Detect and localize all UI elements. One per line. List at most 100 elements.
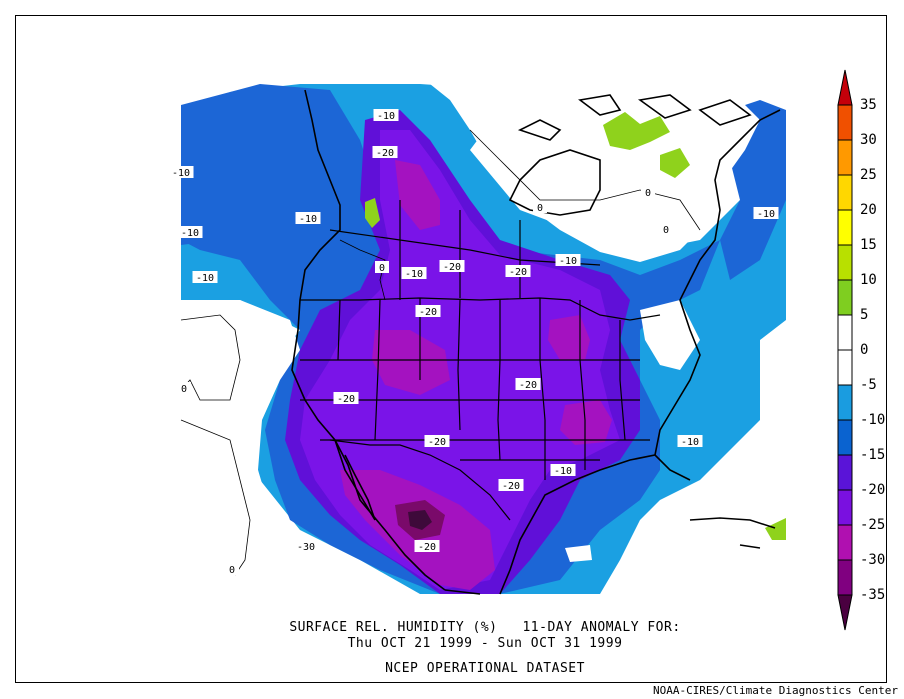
shade-minus25-southeast: [560, 400, 612, 445]
colorbar-box: [837, 279, 853, 316]
political-borders: [300, 200, 661, 521]
contour-label: -10: [196, 273, 214, 284]
colorbar-box: [837, 419, 853, 456]
contour-label-box: [177, 382, 191, 394]
contour-label: 0: [379, 263, 385, 274]
zero-region-gulf: [565, 545, 592, 562]
colorbar-box: [837, 139, 853, 176]
contour-label-box: [225, 563, 239, 575]
contour-label-box: [753, 207, 779, 219]
contour-label: -10: [299, 214, 317, 225]
contour-label-box: [192, 271, 218, 283]
contour-label: -10: [757, 209, 775, 220]
colorbar-box: [837, 349, 853, 386]
colorbar-box: [837, 104, 853, 141]
contour-label-box: [424, 435, 450, 447]
colorbar-box: [837, 524, 853, 561]
contour-label-box: [498, 479, 524, 491]
contour-label-box: [505, 265, 531, 277]
contour-lines: [180, 129, 701, 576]
zero-region-arctic: [430, 84, 760, 262]
caribbean-islands: [689, 517, 776, 549]
contour-label-box: [401, 267, 427, 279]
contour-label: 0: [229, 565, 235, 576]
contour-label: -20: [502, 481, 520, 492]
baja-line: [334, 439, 376, 521]
colorbar-tick-label: -10: [860, 412, 886, 428]
colorbar-box: [837, 384, 853, 421]
colorbar-tick-label: 0: [860, 342, 869, 358]
colorbar-tick-label: 10: [860, 272, 877, 288]
colorbar-tick-label: 30: [860, 132, 877, 148]
province-lines: [329, 200, 601, 300]
contour-label: -10: [181, 228, 199, 239]
shade-plus5-cuba: [765, 518, 786, 540]
contour-label-box: [641, 186, 655, 198]
contour-label-box: [168, 166, 194, 178]
shade-plus5-hudson-b: [603, 112, 670, 150]
colorbar-boxes: [837, 69, 853, 631]
contour-label-box: [293, 540, 319, 552]
map-title-line2: Thu OCT 21 1999 - Sun OCT 31 1999: [347, 636, 623, 651]
west-coast-line: [291, 89, 446, 591]
contour-label-box: [677, 435, 703, 447]
contour-label: -20: [376, 148, 394, 159]
coastlines: [291, 89, 781, 595]
zero-region-pacific: [181, 300, 380, 594]
contour-label-box: [659, 223, 673, 235]
colorbar-tick-label: 15: [860, 237, 877, 253]
contour-label: 0: [181, 384, 187, 395]
colorbar-tick-label: 35: [860, 97, 877, 113]
shade-plus5-bc: [365, 198, 380, 228]
contour-label-box: [177, 226, 203, 238]
contour-label-box: [372, 146, 398, 158]
us-mexico-border: [329, 439, 511, 521]
contour-label-box: [550, 464, 576, 476]
colorbar-box: [837, 314, 853, 351]
colorbar-box: [837, 209, 853, 246]
colorbar-box: [837, 244, 853, 281]
contour-label: -20: [337, 394, 355, 405]
contour-label-box: [414, 540, 440, 552]
shade-plus5-quebec-b: [660, 148, 690, 178]
map-title-line1: SURFACE REL. HUMIDITY (%) 11-DAY ANOMALY…: [289, 620, 681, 635]
shade-minus25-plains: [372, 330, 450, 395]
contour-zero-west: [339, 239, 386, 301]
contour-label: -20: [418, 542, 436, 553]
colorbar-box: [837, 454, 853, 491]
contour-label: -30: [297, 542, 315, 553]
colorbar-box: [837, 559, 853, 596]
contour-label: -10: [377, 111, 395, 122]
contour-labels: -10 -20 -10 -10 -10 -20 -20 -10 -10 -10 -20 -20 -20 -…: [168, 109, 779, 576]
contour-label-box: [295, 212, 321, 224]
plot-frame: [15, 15, 887, 683]
colorbar-tick-label: -15: [860, 447, 886, 463]
contour-zero-pacific: [180, 314, 251, 576]
colorbar-tick-label: 25: [860, 167, 877, 183]
contour-label: 0: [537, 203, 543, 214]
contour-label: -20: [509, 267, 527, 278]
contour-label: -20: [443, 262, 461, 273]
credit-text: NOAA-CIRES/Climate Diagnostics Center: [652, 684, 898, 697]
shade-minus25-canada: [395, 160, 440, 230]
contour-label: -10: [405, 269, 423, 280]
arctic-islands: [517, 94, 752, 141]
east-coast-line: [654, 109, 781, 456]
contour-label: -20: [428, 437, 446, 448]
colorbar-tick-label: -20: [860, 482, 886, 498]
contour-label-box: [555, 254, 581, 266]
colorbar-top-arrow: [837, 69, 853, 106]
colorbar-box: [837, 489, 853, 526]
contour-label-box: [533, 201, 547, 213]
contour-label-box: [333, 392, 359, 404]
contour-label-box: [373, 109, 399, 121]
colorbar-box: [837, 174, 853, 211]
colorbar-tick-label: -5: [860, 377, 877, 393]
contour-label: -10: [559, 256, 577, 267]
colorbar-tick-label: 5: [860, 307, 869, 323]
gulf-coast-line: [444, 454, 691, 595]
contour-label-box: [375, 261, 389, 273]
contour-label-box: [515, 378, 541, 390]
